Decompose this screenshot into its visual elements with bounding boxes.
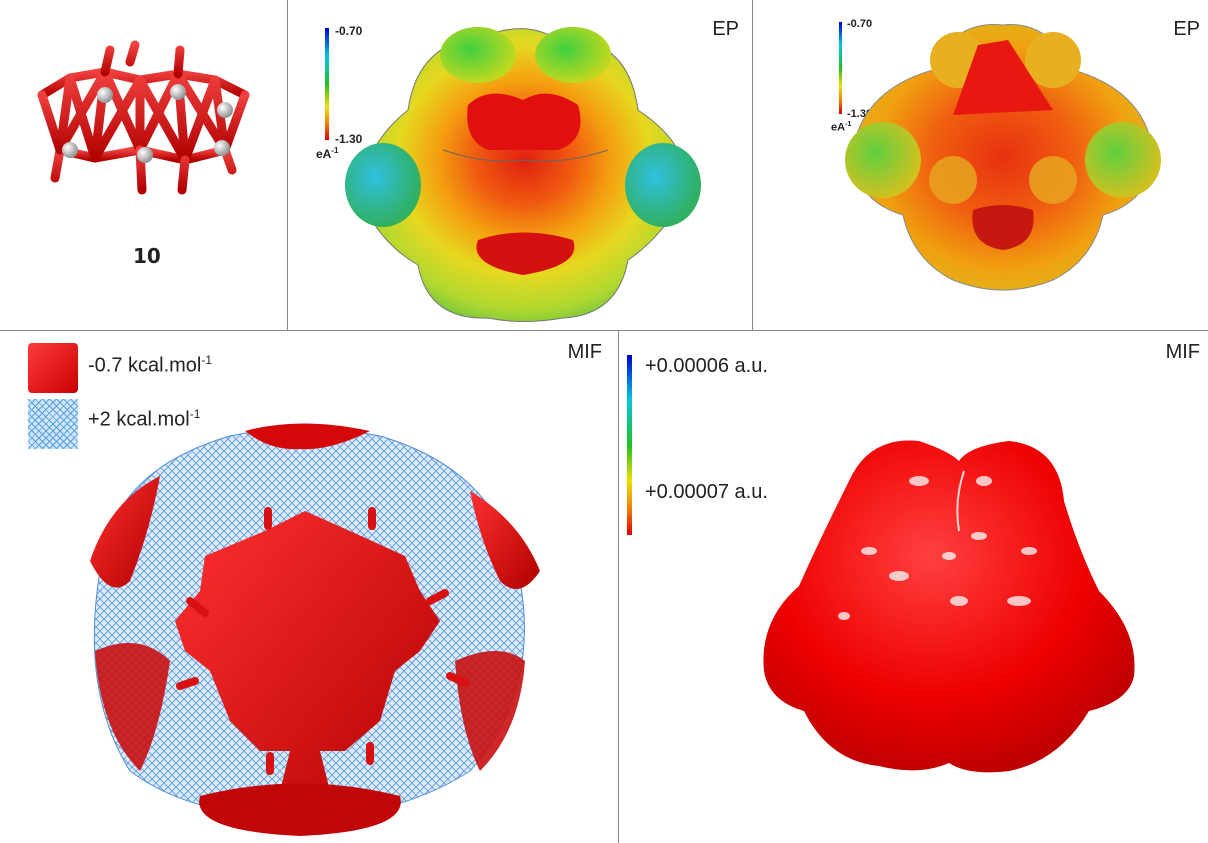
divider-middle (0, 330, 1208, 331)
panel-ep-surface-2: EP -0.70 -1.30 eA-1 (753, 0, 1208, 330)
scale-max-label: +0.00006 a.u. (645, 355, 768, 377)
scale-min-label: -1.30 (335, 132, 363, 146)
divider-top-right (752, 0, 753, 330)
mif-mesh-render (90, 423, 540, 836)
color-scale-bar (627, 355, 632, 535)
panel-tag-mif-1: MIF (567, 341, 602, 363)
scale-max-label: -0.70 (335, 24, 363, 38)
panel-tag-mif-2: MIF (1165, 341, 1200, 363)
panel-tag-ep-2: EP (1173, 18, 1200, 40)
scale-unit-label: eA-1 (316, 146, 339, 161)
cluster-ball-stick-model (37, 40, 250, 195)
scale-max-label: -0.70 (847, 18, 873, 30)
panel-mif-isosurface: MIF -0.7 kcal.mol-1 +2 kcal.mol-1 (0, 331, 618, 843)
ep-surface-render (845, 24, 1161, 291)
panel-tag-ep-1: EP (712, 18, 739, 40)
panel-cluster-structure: 10 (0, 0, 287, 330)
color-scale-bar (839, 22, 842, 114)
panel-mif-surface: MIF +0.00006 a.u. +0.00007 a.u. (619, 331, 1208, 843)
mif-solid-surface-render (763, 440, 1135, 773)
divider-top-left (287, 0, 288, 330)
divider-bottom (618, 331, 619, 843)
scale-unit-label: eA-1 (831, 121, 852, 134)
color-scale-bar (325, 28, 329, 140)
legend-label-positive: +2 kcal.mol-1 (88, 407, 201, 431)
ep-surface-render (345, 27, 701, 322)
legend-label-negative: -0.7 kcal.mol-1 (88, 353, 213, 377)
panel-ep-surface-1: EP -0.70 -1.30 eA-1 (288, 0, 751, 330)
legend-swatch-red (28, 343, 78, 393)
compound-label: 10 (133, 244, 161, 268)
scale-min-label: +0.00007 a.u. (645, 481, 768, 503)
legend-swatch-mesh (28, 399, 78, 449)
